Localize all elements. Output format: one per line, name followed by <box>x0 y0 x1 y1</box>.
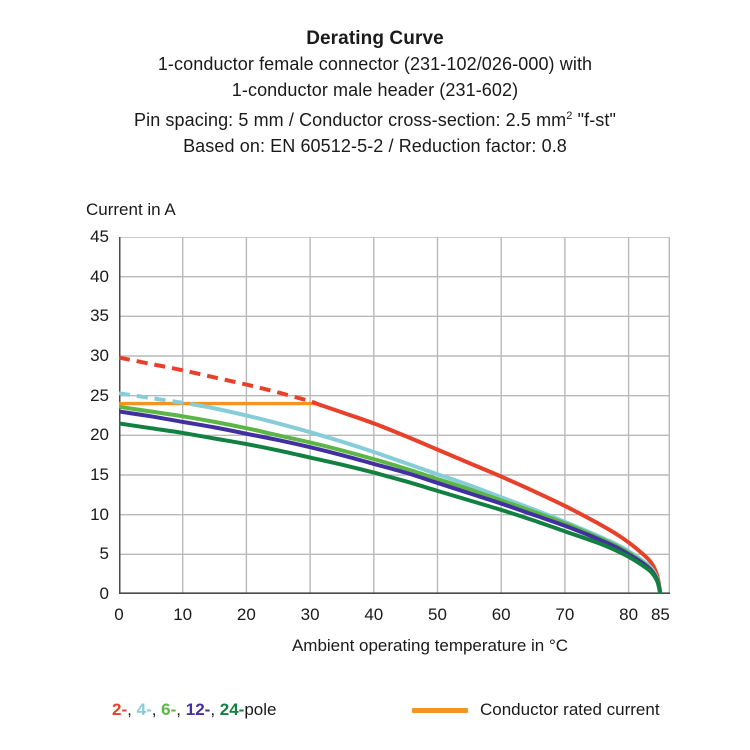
x-tick-label: 70 <box>555 605 575 624</box>
legend-pole-item: , <box>176 700 186 719</box>
figure-title-block: Derating Curve 1-conductor female connec… <box>0 26 750 159</box>
legend-pole-item: , <box>210 700 220 719</box>
legend-pole-item: , <box>151 700 162 719</box>
x-tick-label: 30 <box>300 605 320 624</box>
legend-rated-label: Conductor rated current <box>480 700 660 719</box>
y-tick-label: 25 <box>90 385 109 405</box>
figure-subtitle-standard: Based on: EN 60512-5-2 / Reduction facto… <box>183 136 567 156</box>
y-tick-label: 0 <box>99 584 109 603</box>
rated-current-swatch-icon <box>412 707 468 713</box>
x-tick-label: 40 <box>364 605 384 624</box>
legend-pole-item: 6- <box>161 700 177 719</box>
legend-poles: 2-, 4-, 6-, 12-, 24-pole <box>112 698 276 722</box>
grid-lines <box>119 237 670 594</box>
plot-area <box>119 237 670 594</box>
spec-superscript: 2 <box>566 110 573 122</box>
y-axis-title: Current in A <box>86 200 176 219</box>
x-tick-label: 85 <box>650 605 670 624</box>
figure-subtitle-1: 1-conductor female connector (231-102/02… <box>157 54 593 74</box>
x-tick-label: 10 <box>173 605 193 624</box>
axis-minor-ticks <box>119 237 660 594</box>
y-tick-label: 20 <box>90 425 109 445</box>
y-tick-label: 45 <box>90 227 109 246</box>
legend-pole-item: 2- <box>112 700 128 719</box>
figure-subtitle-spec: Pin spacing: 5 mm / Conductor cross-sect… <box>0 103 750 133</box>
legend-rated-current: Conductor rated current <box>412 698 660 722</box>
x-tick-label: 0 <box>114 605 124 624</box>
y-tick-label: 5 <box>99 544 109 564</box>
y-tick-label: 35 <box>90 306 109 326</box>
figure-title: Derating Curve <box>306 28 444 49</box>
x-tick-label: 80 <box>619 605 639 624</box>
legend-pole-item: 4- <box>136 700 152 719</box>
y-tick-label: 10 <box>90 504 109 524</box>
chart-legend: 2-, 4-, 6-, 12-, 24-pole Conductor rated… <box>0 698 750 728</box>
x-axis-title-text: Ambient operating temperature in °C <box>291 636 569 655</box>
x-tick-label: 50 <box>428 605 447 624</box>
legend-pole-item: 12- <box>185 700 211 719</box>
legend-pole-item: 24- <box>219 700 245 719</box>
data-series-group <box>119 355 663 594</box>
x-axis-title: Ambient operating temperature in °C <box>0 636 750 656</box>
legend-poles-tail: pole <box>244 700 277 719</box>
spec-prefix: Pin spacing: 5 mm / Conductor cross-sect… <box>134 110 567 130</box>
spec-suffix: "f-st" <box>572 110 616 130</box>
y-tick-label: 30 <box>90 346 109 365</box>
y-tick-label: 15 <box>90 465 109 484</box>
figure-subtitle-2: 1-conductor male header (231-602) <box>231 80 519 100</box>
plot-svg <box>119 237 670 594</box>
y-tick-label: 40 <box>90 266 109 286</box>
x-tick-label: 20 <box>236 605 256 624</box>
axis-lines <box>119 237 670 594</box>
legend-pole-item: , <box>127 700 137 719</box>
x-tick-label: 60 <box>491 605 511 624</box>
